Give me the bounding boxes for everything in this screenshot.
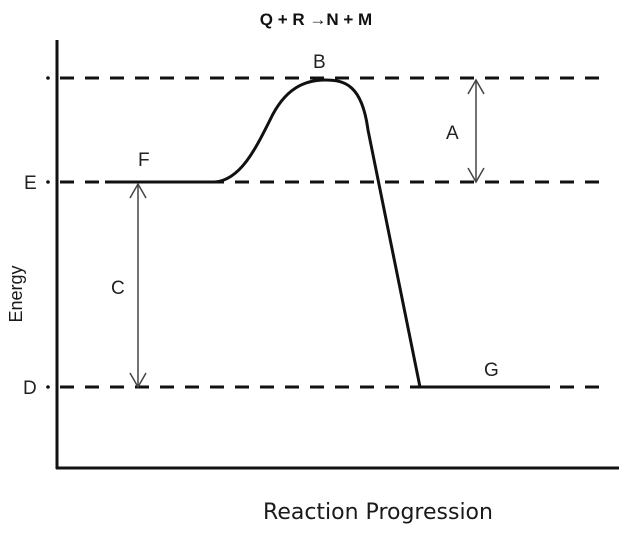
reaction-energy-curve <box>105 78 550 389</box>
label-c: C <box>111 278 125 299</box>
enthalpy-change-arrow-C <box>129 182 147 389</box>
label-a: A <box>446 123 459 144</box>
d-level-dot <box>46 385 50 389</box>
y-axis-title: Energy <box>6 265 26 322</box>
level-label-d: D <box>23 378 37 399</box>
activation-energy-arrow-A <box>467 78 485 184</box>
label-f: F <box>138 150 150 171</box>
reaction-title: Q + R →N + M <box>260 10 372 29</box>
top-level-dot <box>46 76 50 80</box>
label-g: G <box>484 360 499 381</box>
e-level-dot <box>46 180 50 184</box>
label-b: B <box>313 52 326 73</box>
level-label-e: E <box>24 173 37 194</box>
x-axis-title: Reaction Progression <box>263 500 493 525</box>
